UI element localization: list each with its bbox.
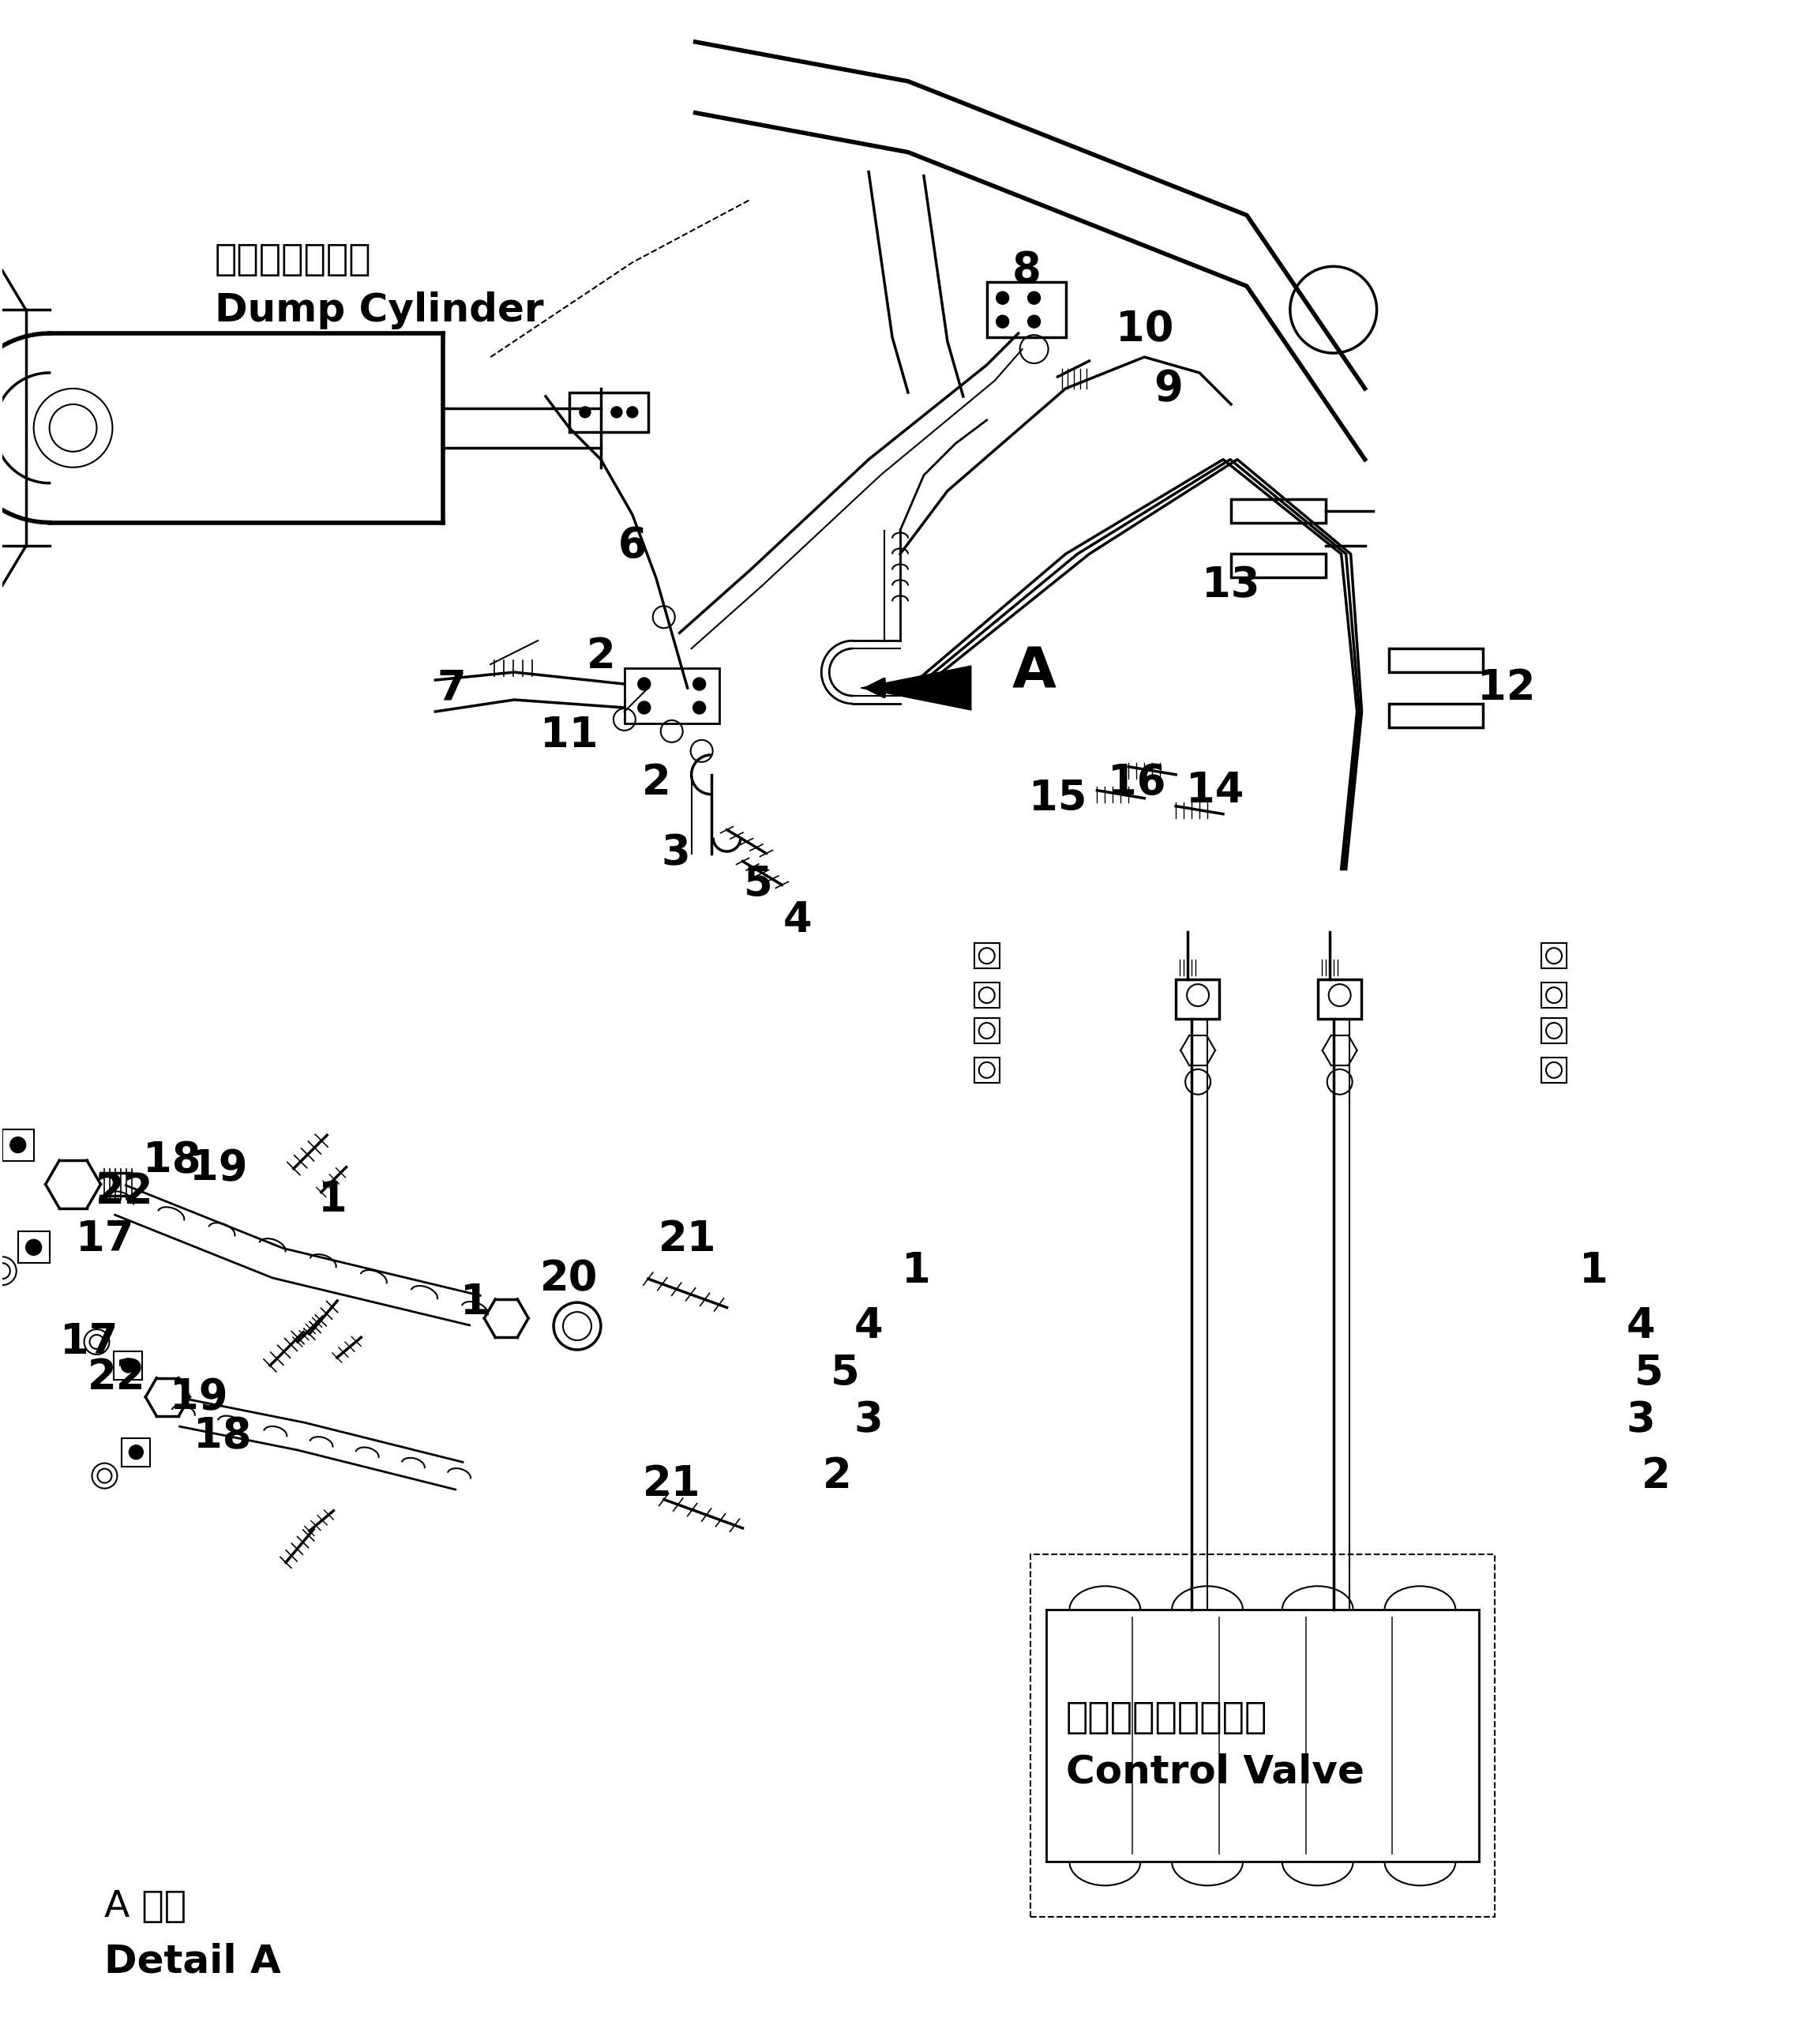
Text: 4: 4 <box>783 899 812 940</box>
Text: 19: 19 <box>190 1149 248 1190</box>
Polygon shape <box>861 666 971 709</box>
Circle shape <box>579 407 590 417</box>
Bar <box>975 942 999 969</box>
Bar <box>1541 983 1567 1008</box>
Bar <box>1389 648 1483 672</box>
Bar <box>1541 1018 1567 1042</box>
Text: A 詳細: A 詳細 <box>105 1889 186 1925</box>
Text: コントロールバルブ: コントロールバルブ <box>1066 1701 1268 1735</box>
Text: 5: 5 <box>830 1353 859 1394</box>
Text: Detail A: Detail A <box>105 1942 280 1981</box>
Circle shape <box>693 701 706 713</box>
Text: 1: 1 <box>1579 1251 1608 1292</box>
Bar <box>114 1351 143 1380</box>
Bar <box>988 282 1066 337</box>
Circle shape <box>1028 315 1040 327</box>
Circle shape <box>1028 292 1040 305</box>
Text: 3: 3 <box>660 832 691 875</box>
Text: ダンプシリンダ: ダンプシリンダ <box>215 243 371 278</box>
Text: 14: 14 <box>1187 771 1245 811</box>
Text: 1: 1 <box>318 1179 347 1220</box>
Text: 17: 17 <box>60 1320 118 1363</box>
Text: 18: 18 <box>143 1141 201 1181</box>
Bar <box>975 983 999 1008</box>
Circle shape <box>628 407 639 417</box>
Circle shape <box>693 679 706 691</box>
Text: 18: 18 <box>194 1416 251 1457</box>
Bar <box>975 1018 999 1042</box>
Text: 17: 17 <box>76 1218 134 1259</box>
Circle shape <box>997 292 1009 305</box>
Bar <box>1541 1057 1567 1083</box>
Text: 22: 22 <box>96 1171 154 1212</box>
Text: 4: 4 <box>1626 1306 1655 1347</box>
Text: 2: 2 <box>823 1455 852 1496</box>
Circle shape <box>639 701 651 713</box>
Text: 15: 15 <box>1029 777 1087 820</box>
Text: 1: 1 <box>901 1251 930 1292</box>
Text: 9: 9 <box>1154 368 1183 409</box>
Bar <box>1230 499 1326 523</box>
Text: 2: 2 <box>642 762 671 803</box>
Text: 2: 2 <box>586 636 615 677</box>
Bar <box>1176 979 1219 1018</box>
Text: Dump Cylinder: Dump Cylinder <box>215 292 545 329</box>
Text: Control Valve: Control Valve <box>1066 1754 1364 1791</box>
Text: 3: 3 <box>854 1400 883 1441</box>
Bar <box>1230 554 1326 578</box>
Text: 5: 5 <box>1634 1353 1662 1394</box>
Text: 8: 8 <box>1011 249 1040 290</box>
Text: 21: 21 <box>642 1464 700 1504</box>
Text: 20: 20 <box>541 1259 599 1300</box>
Bar <box>18 1233 49 1263</box>
Text: 10: 10 <box>1116 309 1174 350</box>
Bar <box>1317 979 1360 1018</box>
Text: 3: 3 <box>1626 1400 1655 1441</box>
Text: 16: 16 <box>1107 762 1165 803</box>
Text: 21: 21 <box>658 1218 716 1259</box>
Bar <box>624 668 718 724</box>
Bar <box>975 1057 999 1083</box>
Bar <box>121 1439 150 1466</box>
Text: 4: 4 <box>854 1306 883 1347</box>
Circle shape <box>128 1445 143 1459</box>
Circle shape <box>639 679 651 691</box>
Text: A: A <box>1011 646 1056 699</box>
Circle shape <box>25 1239 42 1255</box>
Text: 19: 19 <box>170 1376 228 1419</box>
Circle shape <box>611 407 622 417</box>
Text: 13: 13 <box>1201 564 1261 607</box>
Circle shape <box>11 1136 25 1153</box>
Circle shape <box>121 1359 136 1374</box>
Circle shape <box>997 315 1009 327</box>
Text: 12: 12 <box>1478 668 1536 709</box>
Text: 11: 11 <box>541 715 599 756</box>
Text: 1: 1 <box>459 1282 488 1322</box>
Text: 7: 7 <box>436 668 465 709</box>
Text: 2: 2 <box>1643 1455 1672 1496</box>
Bar <box>1029 1555 1494 1917</box>
Text: 5: 5 <box>743 865 772 905</box>
Bar <box>2 1128 34 1161</box>
Bar <box>1389 703 1483 728</box>
Text: 6: 6 <box>619 525 648 566</box>
Bar <box>570 392 648 431</box>
Bar <box>1541 942 1567 969</box>
Text: 22: 22 <box>87 1357 145 1398</box>
